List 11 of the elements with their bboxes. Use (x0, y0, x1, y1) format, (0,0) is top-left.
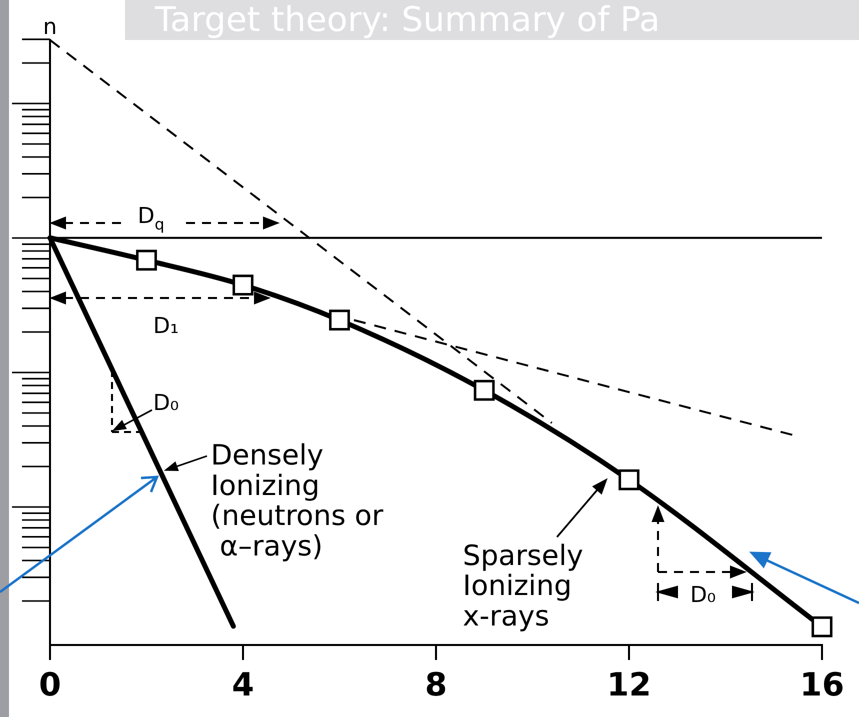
annotation: D₀ (690, 582, 716, 608)
x-tick-label: 8 (424, 666, 448, 704)
x-tick-label: 12 (606, 666, 652, 704)
annotation: n (43, 15, 57, 40)
annotation: Densely Ionizing (neutrons or α–rays) (210, 438, 384, 562)
annotation: D₀ (153, 390, 180, 416)
annotation: Sparsely Ionizing x-rays (462, 538, 584, 632)
annotation: D₁ (153, 314, 179, 339)
x-tick-label: 4 (232, 666, 254, 704)
x-tick-label: 16 (800, 666, 844, 704)
x-tick-label: 0 (38, 666, 62, 704)
